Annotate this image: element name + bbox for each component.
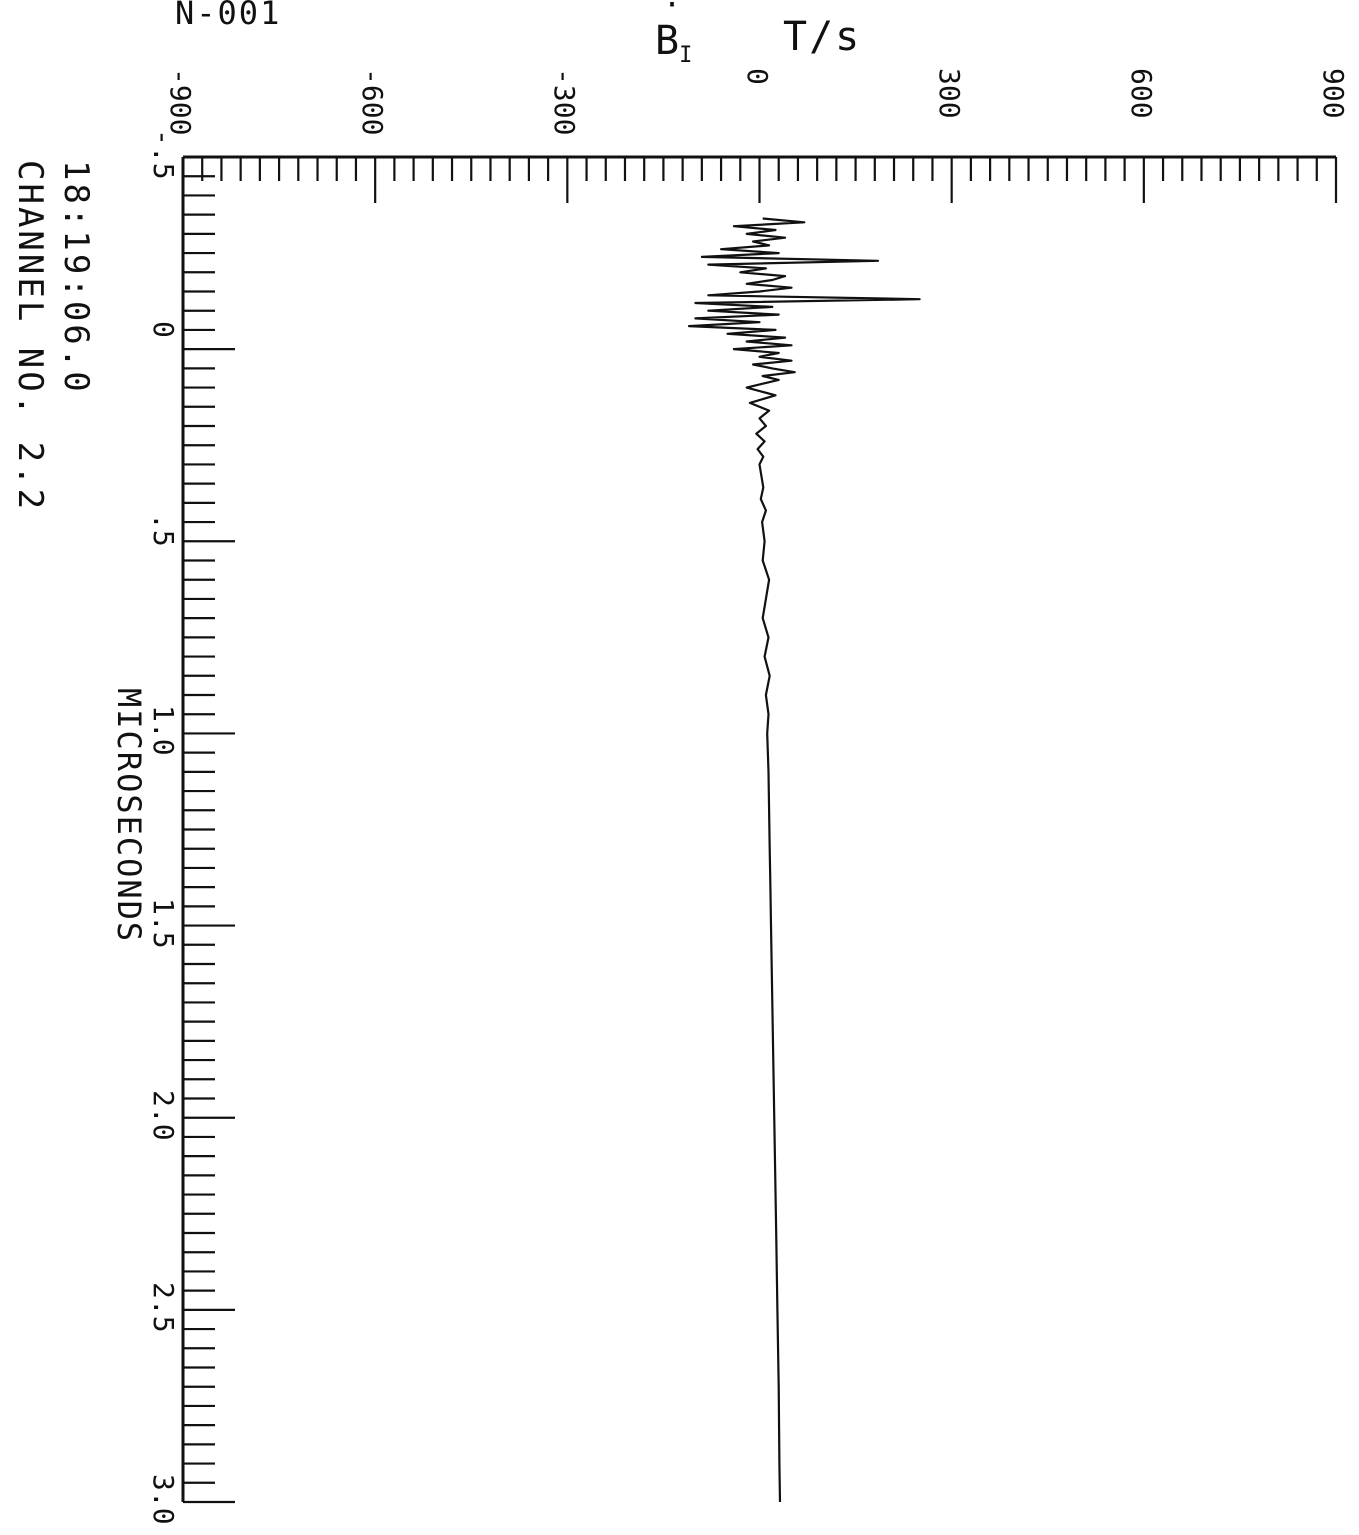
time-tick-label: 2.0 [147, 1089, 180, 1141]
channel-label: CHANNEL NO. 2.2 [10, 160, 50, 513]
time-tick-label: 2.5 [147, 1281, 180, 1333]
corner-label: N-001 [175, 0, 282, 32]
dot-mark: · [663, 0, 682, 23]
unit-label: T/s [783, 14, 862, 60]
value-tick-label: 900 [1317, 68, 1350, 119]
value-tick-label: -600 [356, 68, 390, 136]
time-tick-label: 3.0 [147, 1474, 180, 1525]
time-tick-label: .5 [147, 513, 180, 547]
time-tick-label: 1.5 [147, 897, 180, 949]
value-tick-label: 600 [1124, 68, 1158, 119]
value-tick-label: -900 [164, 68, 197, 136]
value-tick-label: 300 [932, 68, 966, 119]
value-tick-label: 0 [740, 68, 774, 85]
value-tick-label: -300 [548, 68, 582, 136]
time-tick-label: 1.0 [147, 705, 180, 756]
quantity-subscript: I [679, 43, 693, 68]
quantity-symbol: · BI [655, 0, 693, 68]
time-tick-label: -.5 [147, 129, 180, 180]
quantity-letter: B [655, 18, 680, 64]
x-axis-title: MICROSECONDS [110, 688, 148, 944]
ticks-layer [181, 155, 1338, 1504]
timestamp-label: 18:19:06.0 [56, 160, 96, 395]
axes-layer [181, 155, 1336, 1502]
signal-trace [687, 217, 921, 1503]
time-tick-label: 0 [147, 321, 180, 338]
